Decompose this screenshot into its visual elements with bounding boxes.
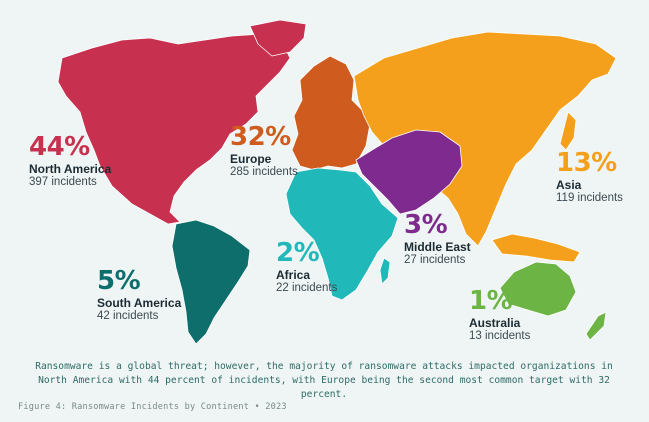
south-america-label: 5% South America 42 incidents: [97, 268, 181, 323]
south-america-count: 42 incidents: [97, 310, 159, 322]
africa-label: 2% Africa 22 incidents: [276, 240, 337, 295]
australia-percent: 1%: [469, 286, 513, 316]
asia-count: 119 incidents: [556, 192, 623, 204]
europe-count: 285 incidents: [230, 166, 298, 178]
north-america-label: 44% North America 397 incidents: [29, 134, 111, 189]
australia-count: 13 incidents: [469, 330, 531, 342]
north-america-shape: [57, 33, 291, 225]
middle-east-count: 27 incidents: [404, 254, 466, 266]
north-america-count: 397 incidents: [29, 176, 97, 188]
asia-percent: 13%: [556, 148, 617, 178]
africa-count: 22 incidents: [276, 282, 338, 294]
europe-label: 32% Europe 285 incidents: [230, 124, 298, 179]
caption-text: Ransomware is a global threat; however, …: [35, 361, 613, 400]
middle-east-shape: [355, 129, 463, 215]
madagascar-shape: [379, 257, 391, 285]
africa-percent: 2%: [276, 238, 320, 268]
south-america-name: South America: [97, 296, 182, 310]
africa-name: Africa: [276, 268, 311, 282]
asia-name: Asia: [556, 178, 582, 192]
south-america-percent: 5%: [97, 266, 141, 296]
australia-shape: [499, 261, 577, 317]
australia-label: 1% Australia 13 incidents: [469, 288, 530, 343]
middle-east-percent: 3%: [404, 210, 448, 240]
north-america-name: North America: [29, 162, 112, 176]
australia-name: Australia: [469, 316, 521, 330]
indonesia-shape: [491, 233, 581, 263]
middle-east-name: Middle East: [404, 240, 471, 254]
north-america-percent: 44%: [29, 132, 90, 162]
south-america-shape: [171, 219, 251, 345]
europe-percent: 32%: [230, 122, 291, 152]
europe-name: Europe: [230, 152, 272, 166]
europe-shape: [291, 55, 371, 171]
middle-east-label: 3% Middle East 27 incidents: [404, 212, 471, 267]
new-zealand-shape: [585, 311, 607, 341]
africa-shape: [285, 167, 399, 301]
greenland-shape: [249, 19, 307, 57]
japan-shape: [559, 111, 577, 151]
figure-label: Figure 4: Ransomware Incidents by Contin…: [18, 402, 287, 412]
asia-label: 13% Asia 119 incidents: [556, 150, 623, 205]
